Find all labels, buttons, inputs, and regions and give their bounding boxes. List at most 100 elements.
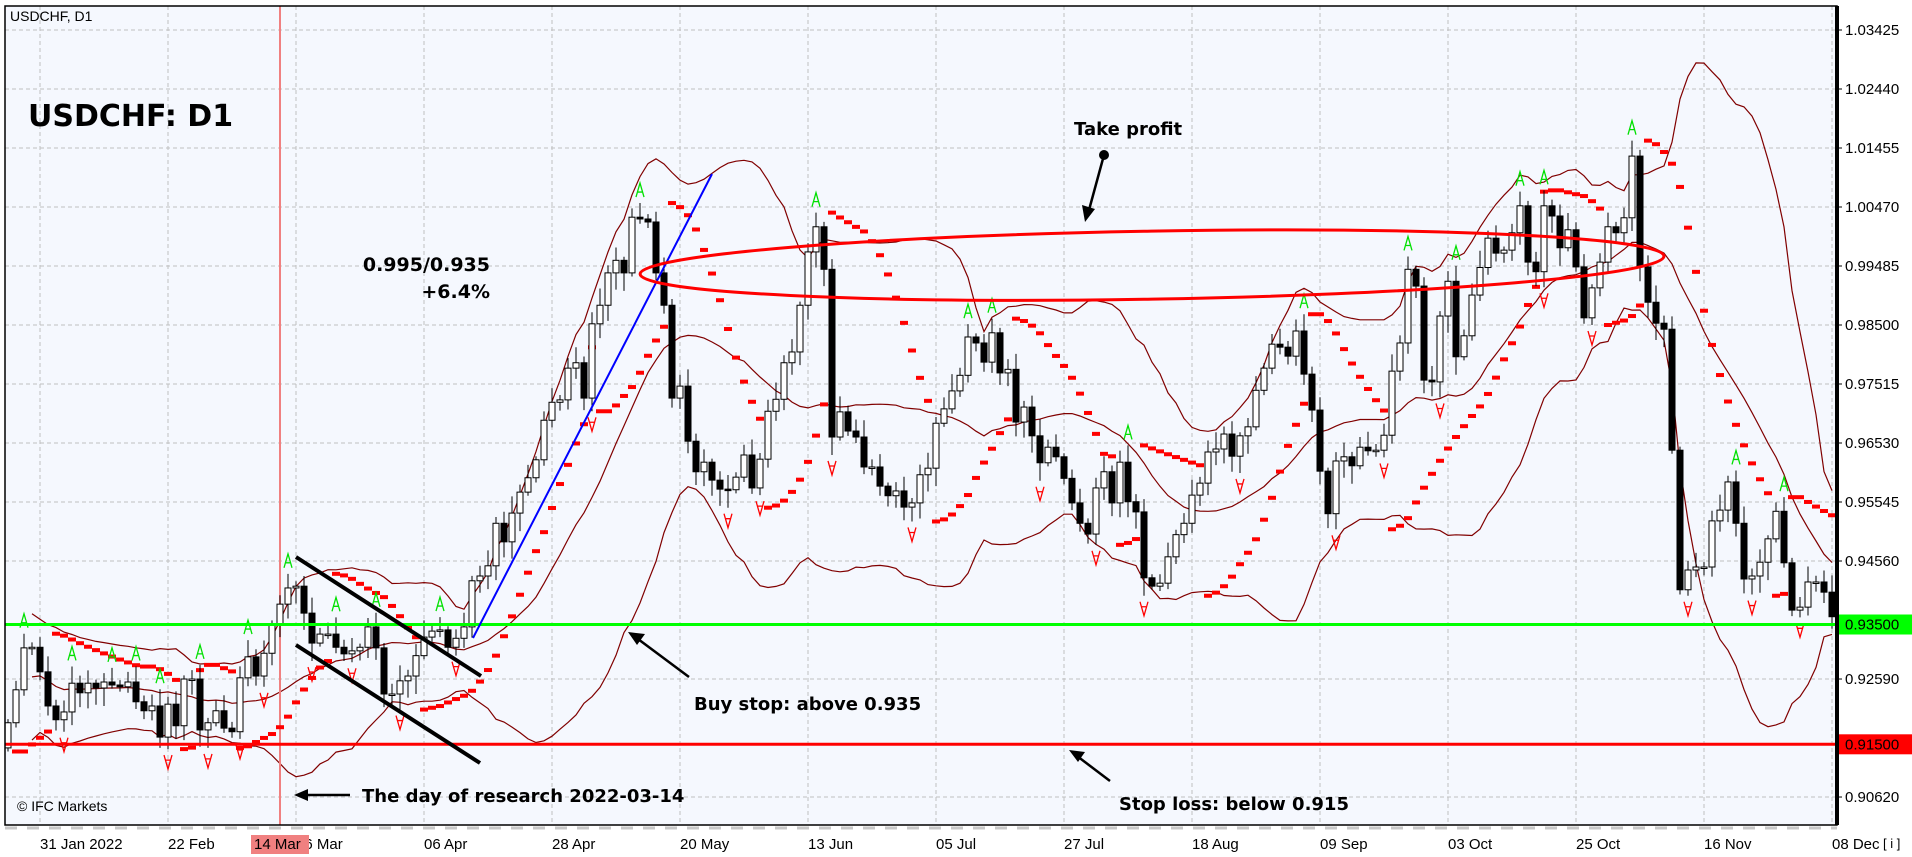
- bullish-candle: [1460, 335, 1468, 358]
- price-tick-label: 1.00470: [1845, 199, 1899, 216]
- fractal-up-arrow-icon: [67, 644, 77, 661]
- sar-dot: [620, 393, 628, 398]
- price-tick-label: 1.03425: [1845, 22, 1899, 39]
- bullish-candle: [836, 411, 844, 438]
- sar-dot: [1196, 463, 1204, 468]
- sar-dot: [796, 477, 804, 482]
- sar-dot: [900, 320, 908, 325]
- bullish-candle: [1188, 494, 1196, 524]
- channel-upper-line[interactable]: [294, 555, 483, 678]
- sar-dot: [1004, 417, 1012, 422]
- bearish-candle: [580, 362, 588, 399]
- bullish-candle: [1092, 487, 1100, 535]
- bullish-candle: [868, 466, 876, 469]
- bullish-candle: [1500, 249, 1508, 254]
- sar-dot: [804, 459, 812, 464]
- bearish-candle: [1676, 449, 1684, 591]
- sar-dot: [1660, 150, 1668, 155]
- bearish-candle: [140, 701, 148, 712]
- bullish-candle: [460, 626, 468, 639]
- bearish-candle: [980, 342, 988, 363]
- bearish-candle: [1348, 456, 1356, 467]
- bearish-candle: [1492, 237, 1500, 254]
- price-axis[interactable]: 1.03425 1.02440 1.01455 1.00470 0.99485 0.985…: [1837, 22, 1899, 806]
- bullish-candle: [388, 693, 396, 696]
- sar-dot: [100, 651, 108, 656]
- bullish-candle: [796, 304, 804, 353]
- sar-dot: [948, 512, 956, 517]
- bullish-candle: [1444, 280, 1452, 317]
- bullish-candle: [236, 677, 244, 733]
- bullish-candle: [756, 458, 764, 489]
- price-tick-label: 0.92590: [1845, 671, 1899, 688]
- sar-dot: [644, 353, 652, 358]
- sar-dot: [220, 666, 228, 671]
- time-axis[interactable]: 31 Jan 2022 22 Feb 16 Mar 06 Apr 28 Apr 20 Ma…: [40, 835, 1880, 854]
- fractal-down-arrow-icon: [1379, 463, 1389, 480]
- sar-dot: [1332, 331, 1340, 336]
- bearish-candle: [132, 681, 140, 703]
- bullish-candle: [612, 259, 620, 274]
- bearish-candle: [380, 647, 388, 695]
- chart-symbol-title: USDCHF: D1: [28, 99, 233, 134]
- bullish-candle: [788, 351, 796, 364]
- sar-dot: [956, 504, 964, 509]
- sar-dot: [44, 729, 52, 734]
- price-tick-label: 0.95545: [1845, 494, 1899, 511]
- sar-dot: [884, 272, 892, 277]
- sar-dot: [1396, 523, 1404, 528]
- sar-dot: [460, 693, 468, 698]
- bearish-candle: [1228, 433, 1236, 457]
- bollinger-lower-band: [31, 307, 1833, 778]
- bearish-candle: [1820, 581, 1828, 593]
- sar-dot: [1116, 542, 1124, 547]
- bullish-candle: [316, 633, 324, 644]
- sar-dot: [1764, 491, 1772, 496]
- sar-dot: [492, 653, 500, 658]
- sar-dot: [1460, 424, 1468, 429]
- bullish-candle: [484, 565, 492, 577]
- bullish-candle: [188, 678, 196, 682]
- bearish-candle: [1108, 471, 1116, 504]
- bullish-candle: [1268, 343, 1276, 369]
- bullish-candle: [732, 476, 740, 491]
- info-icon[interactable]: [ i ]: [1883, 836, 1900, 851]
- sar-dot: [1036, 331, 1044, 336]
- sar-dot: [212, 662, 220, 667]
- sar-dot: [1244, 550, 1252, 555]
- fractal-up-arrow-icon: [1627, 118, 1637, 135]
- bullish-candle: [68, 682, 76, 713]
- sar-dot: [1564, 190, 1572, 195]
- price-tick-label: 0.96530: [1845, 435, 1899, 452]
- sar-dot: [604, 409, 612, 414]
- bullish-candle: [348, 650, 356, 655]
- bullish-candle: [1540, 205, 1548, 273]
- bearish-candle: [996, 332, 1004, 374]
- sar-dot: [1652, 142, 1660, 147]
- fractal-down-arrow-icon: [723, 513, 733, 531]
- fractal-up-arrow-icon: [1779, 474, 1789, 492]
- sar-dot: [20, 749, 28, 754]
- fractal-down-arrow-icon: [587, 417, 597, 434]
- sar-dot: [1100, 451, 1108, 456]
- bullish-candle: [124, 681, 132, 688]
- sar-dot: [1140, 443, 1148, 448]
- bearish-candle: [156, 705, 164, 738]
- bearish-candle: [308, 612, 316, 644]
- sar-dot: [1188, 460, 1196, 465]
- sar-dot: [268, 732, 276, 737]
- sar-dot: [724, 327, 732, 332]
- sar-dot: [1276, 469, 1284, 474]
- channel-lower-line[interactable]: [294, 643, 482, 765]
- bullish-candle: [284, 587, 292, 605]
- sar-dot: [540, 530, 548, 535]
- trend-line[interactable]: [472, 173, 713, 639]
- take-profit-ellipse[interactable]: [638, 222, 1666, 308]
- bearish-candle: [1068, 477, 1076, 504]
- fractal-down-arrow-icon: [395, 715, 405, 732]
- sar-dot: [1612, 320, 1620, 325]
- bullish-candle: [1260, 367, 1268, 391]
- sar-dot: [932, 519, 940, 524]
- sar-dot: [1828, 513, 1836, 518]
